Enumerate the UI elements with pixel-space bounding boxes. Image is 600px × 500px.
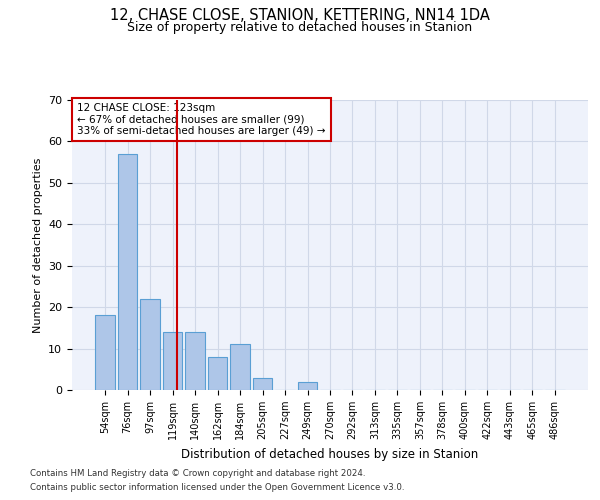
Bar <box>118 154 137 390</box>
Bar <box>140 299 160 390</box>
Text: 12, CHASE CLOSE, STANION, KETTERING, NN14 1DA: 12, CHASE CLOSE, STANION, KETTERING, NN1… <box>110 8 490 22</box>
Bar <box>185 332 205 390</box>
Y-axis label: Number of detached properties: Number of detached properties <box>32 158 43 332</box>
Bar <box>163 332 182 390</box>
Bar <box>230 344 250 390</box>
Bar <box>298 382 317 390</box>
Bar <box>253 378 272 390</box>
Bar <box>208 357 227 390</box>
Text: Size of property relative to detached houses in Stanion: Size of property relative to detached ho… <box>127 21 473 34</box>
X-axis label: Distribution of detached houses by size in Stanion: Distribution of detached houses by size … <box>181 448 479 460</box>
Text: 12 CHASE CLOSE: 123sqm
← 67% of detached houses are smaller (99)
33% of semi-det: 12 CHASE CLOSE: 123sqm ← 67% of detached… <box>77 103 326 136</box>
Bar <box>95 316 115 390</box>
Text: Contains public sector information licensed under the Open Government Licence v3: Contains public sector information licen… <box>30 484 404 492</box>
Text: Contains HM Land Registry data © Crown copyright and database right 2024.: Contains HM Land Registry data © Crown c… <box>30 468 365 477</box>
